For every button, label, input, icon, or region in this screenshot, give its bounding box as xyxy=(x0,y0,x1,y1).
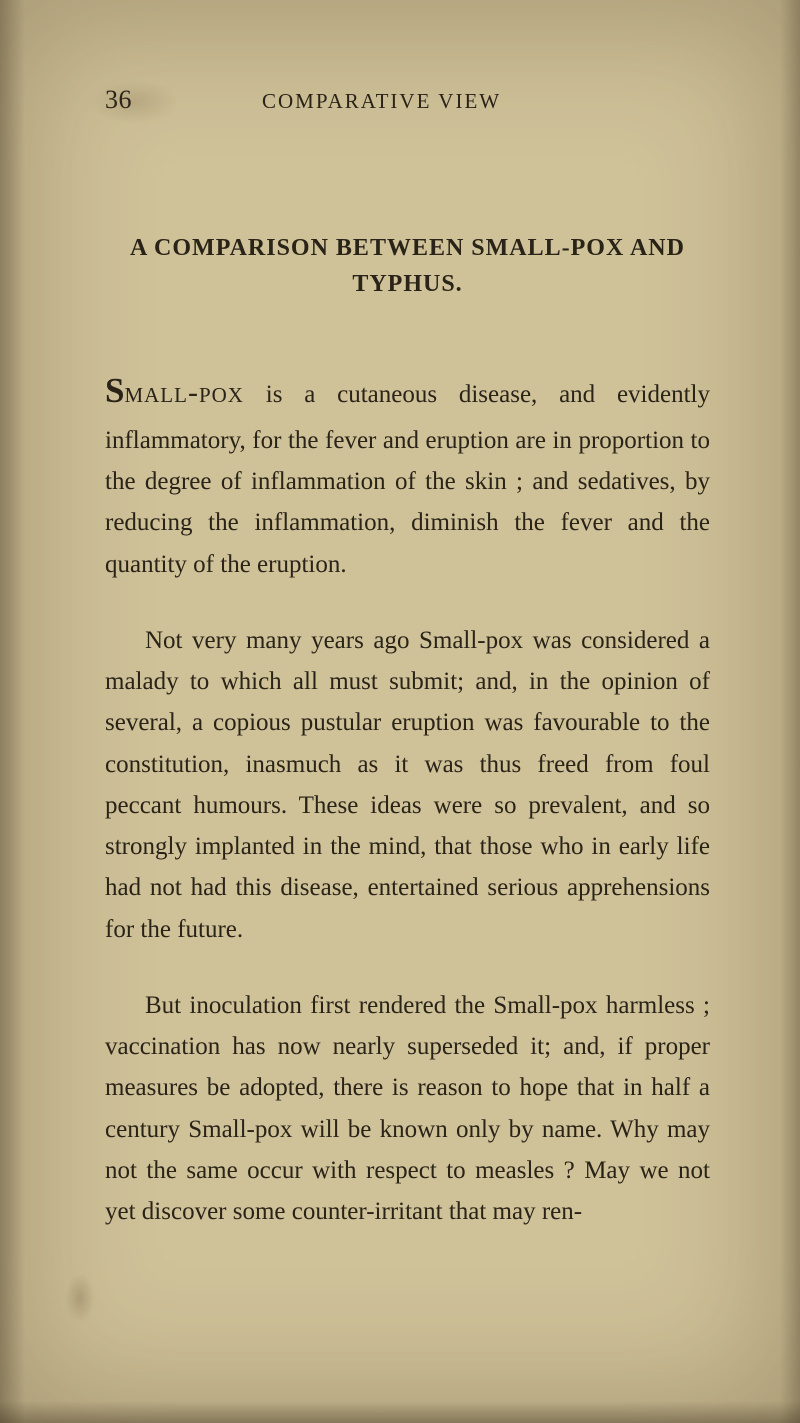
paragraph-1: Small-pox is a cutaneous disease, and ev… xyxy=(105,362,710,585)
paragraph-1-body: is a cutaneous disease, and evidently in… xyxy=(105,381,710,578)
running-header: COMPARATIVE VIEW xyxy=(262,89,501,114)
dropcap-initial: S xyxy=(105,371,124,410)
page-number: 36 xyxy=(105,85,132,115)
section-title: A COMPARISON BETWEEN SMALL-POX AND TYPHU… xyxy=(105,230,710,302)
dropcap-rest: mall-pox xyxy=(124,376,244,409)
paragraph-2: Not very many years ago Small-pox was co… xyxy=(105,620,710,950)
section-title-line2: TYPHUS. xyxy=(352,271,462,297)
section-title-line1: A COMPARISON BETWEEN SMALL-POX AND xyxy=(130,235,685,261)
book-page: 36 COMPARATIVE VIEW A COMPARISON BETWEEN… xyxy=(0,0,800,1423)
page-header: 36 COMPARATIVE VIEW xyxy=(105,85,710,115)
paragraph-3: But inoculation first rendered the Small… xyxy=(105,985,710,1233)
